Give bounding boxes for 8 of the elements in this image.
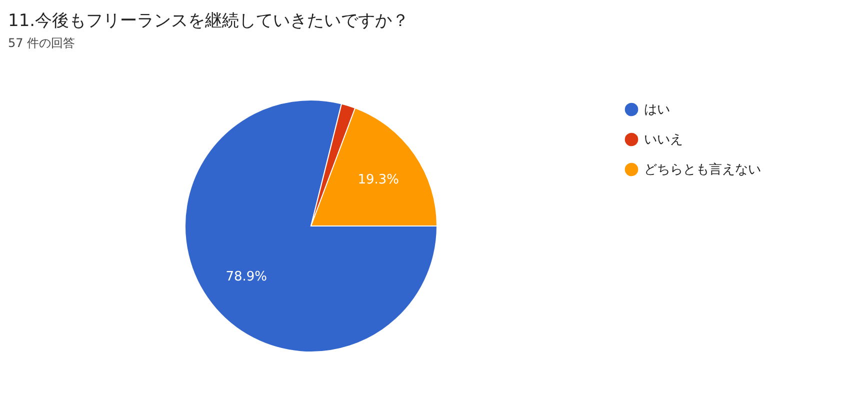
data-label: 78.9%	[226, 269, 268, 284]
legend-label: はい	[644, 102, 670, 118]
legend-label: いいえ	[644, 132, 683, 148]
chart-title: 11.今後もフリーランスを継続していきたいですか？	[8, 11, 410, 31]
pie-slice	[184, 100, 438, 352]
text: 57 件の回答	[8, 36, 76, 50]
data-label: 19.3%	[358, 172, 400, 188]
legend-label: どちらとも言えない	[644, 162, 761, 178]
